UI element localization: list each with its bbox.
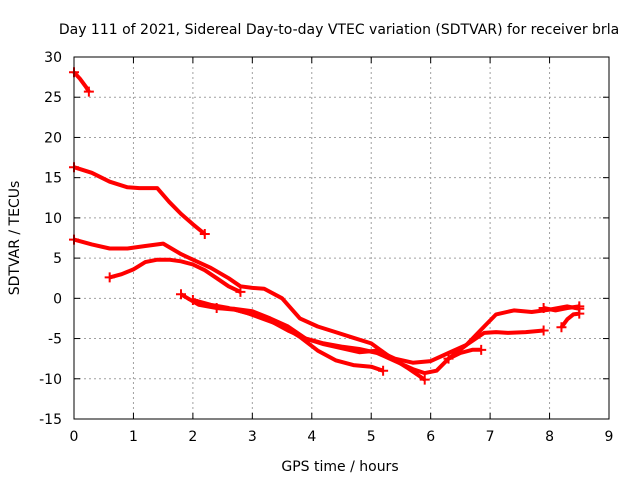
- data-point: [538, 325, 549, 336]
- data-point: [443, 353, 454, 364]
- y-axis-title: SDTVAR / TECUs: [7, 181, 23, 296]
- y-tick-label: 15: [44, 171, 62, 187]
- y-tick-label: 0: [53, 291, 62, 307]
- data-point: [83, 86, 94, 97]
- data-point: [235, 286, 246, 297]
- series-track-9: [543, 304, 580, 313]
- x-tick-label: 8: [545, 429, 554, 445]
- series-track-2: [73, 165, 207, 236]
- plot-frame: [73, 56, 610, 420]
- series-group: [69, 67, 585, 385]
- x-tick-label: 3: [248, 429, 257, 445]
- data-point: [104, 272, 115, 283]
- x-tick-labels: 0 1 2 3 4 5 6 7 8 9: [70, 429, 614, 445]
- y-tick-label: 5: [53, 251, 62, 267]
- y-tick-label: 25: [44, 90, 62, 106]
- series-track-3: [73, 237, 426, 382]
- series-track-1: [72, 70, 91, 93]
- data-point: [199, 228, 210, 239]
- series-track-6: [192, 297, 384, 373]
- x-tick-label: 4: [307, 429, 316, 445]
- chart-title: Day 111 of 2021, Sidereal Day-to-day VTE…: [59, 22, 619, 38]
- series-track-7: [216, 304, 580, 376]
- series-track-4: [109, 257, 242, 294]
- y-tick-label: -10: [39, 372, 62, 388]
- y-tick-label: 30: [44, 50, 62, 66]
- series-track-5: [179, 292, 544, 365]
- x-tick-label: 7: [486, 429, 495, 445]
- x-tick-label: 5: [367, 429, 376, 445]
- data-point: [176, 289, 186, 300]
- x-tick-label: 1: [129, 429, 138, 445]
- grid: [74, 57, 609, 419]
- data-point: [538, 302, 549, 313]
- series-track-10: [559, 311, 580, 329]
- y-tick-label: -15: [39, 412, 62, 428]
- data-point: [187, 294, 198, 305]
- data-point: [574, 308, 585, 319]
- data-point: [556, 322, 567, 333]
- x-tick-label: 9: [605, 429, 614, 445]
- y-tick-label: 20: [44, 130, 62, 146]
- data-point: [419, 374, 430, 385]
- y-tick-label: 10: [44, 211, 62, 227]
- axis-ticks: [73, 56, 610, 420]
- x-tick-label: 0: [70, 429, 79, 445]
- data-point: [476, 344, 487, 355]
- x-tick-label: 2: [188, 429, 197, 445]
- data-point: [211, 302, 222, 313]
- x-tick-label: 6: [426, 429, 435, 445]
- y-tick-labels: -15 -10 -5 0 5 10 15 20 25 30: [39, 50, 62, 428]
- x-axis-title: GPS time / hours: [281, 459, 398, 475]
- y-tick-label: -5: [48, 332, 62, 348]
- data-point: [378, 365, 389, 376]
